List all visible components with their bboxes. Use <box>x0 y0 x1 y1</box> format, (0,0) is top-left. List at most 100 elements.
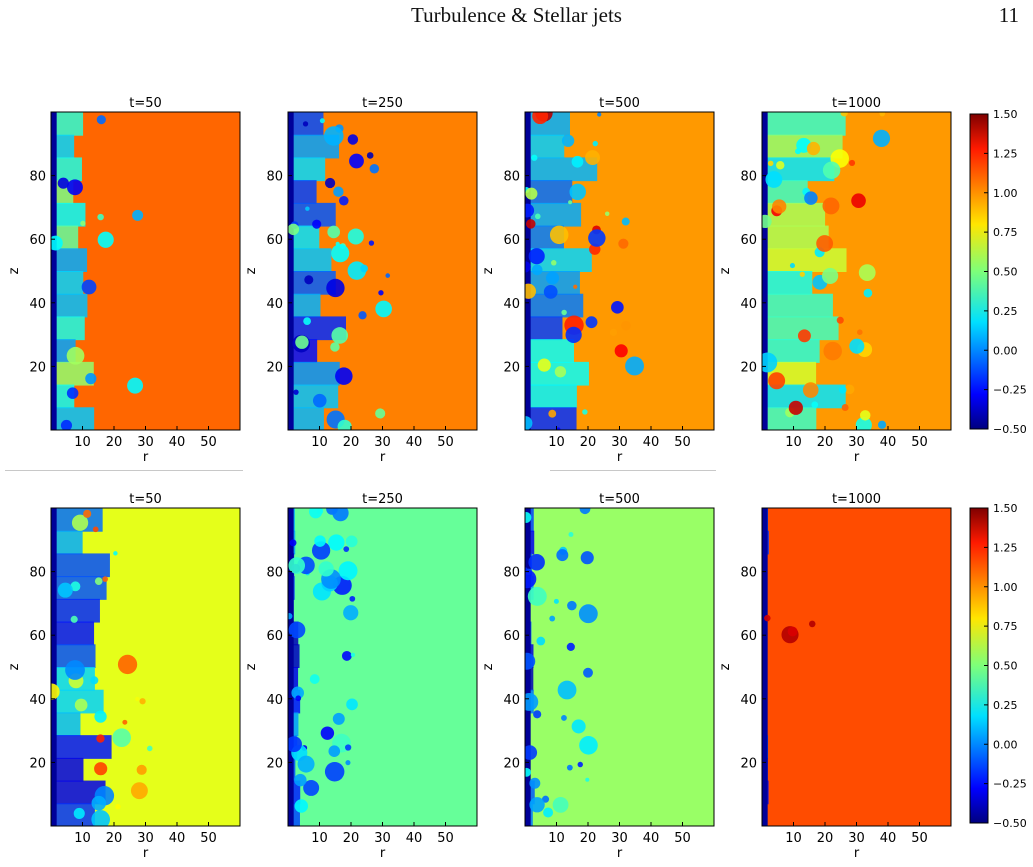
y-tick-label: 20 <box>29 360 46 375</box>
heatmap-field <box>525 508 714 826</box>
colorbar-tick-label: 1.00 <box>993 187 1018 200</box>
x-axis-label: r <box>143 450 149 465</box>
eddy <box>291 686 305 700</box>
x-tick-label: 40 <box>643 831 660 846</box>
y-axis-label: z <box>244 267 259 274</box>
field-band <box>51 316 85 341</box>
x-tick-label: 50 <box>437 435 454 450</box>
eddy <box>60 419 73 430</box>
eddy <box>349 153 364 169</box>
x-axis-label: r <box>854 450 860 465</box>
heatmap-field <box>762 508 951 826</box>
eddy <box>91 795 107 811</box>
eddy <box>323 126 344 146</box>
field-band <box>51 361 94 386</box>
axis-jet-column <box>762 112 768 430</box>
page-number: 11 <box>998 3 1019 27</box>
eddy <box>525 569 537 589</box>
eddy <box>585 316 598 329</box>
y-axis-label: z <box>481 267 496 274</box>
y-tick-label: 80 <box>29 170 46 185</box>
field-band <box>288 248 332 272</box>
eddy <box>816 235 834 252</box>
eddy <box>788 400 803 415</box>
eddy <box>872 129 891 147</box>
x-tick-label: 30 <box>137 831 154 846</box>
x-tick-label: 40 <box>643 435 660 450</box>
heatmap-panel: t=250 10 20 30 40 50 20 40 60 80 r z <box>244 492 478 861</box>
eddy <box>97 213 104 221</box>
eddy <box>525 652 536 670</box>
eddy <box>97 231 114 248</box>
eddy <box>115 803 121 810</box>
eddy <box>578 604 598 624</box>
eddy <box>66 346 85 365</box>
eddy <box>836 316 844 324</box>
panel-title: t=1000 <box>832 492 881 507</box>
eddy <box>309 674 320 684</box>
eddy <box>804 191 818 205</box>
eddy <box>776 161 785 170</box>
eddy <box>561 134 575 147</box>
colorbar-tick-label: 0.00 <box>993 344 1018 357</box>
eddy <box>571 155 584 168</box>
eddy <box>855 416 872 430</box>
eddy <box>117 654 138 675</box>
eddy <box>320 726 335 740</box>
colorbar-tick-label: −0.50 <box>993 817 1027 830</box>
x-axis-label: r <box>617 450 623 465</box>
eddy <box>806 141 821 156</box>
x-tick-label: 30 <box>848 831 865 846</box>
y-axis-label: z <box>7 267 22 274</box>
x-axis-label: r <box>617 846 623 861</box>
x-axis-label: r <box>854 846 860 861</box>
eddy <box>767 160 774 167</box>
eddy <box>879 112 886 117</box>
field-band <box>288 293 321 318</box>
x-tick-label: 40 <box>169 435 186 450</box>
eddy <box>331 244 350 263</box>
colorbar-tick-label: 0.75 <box>993 226 1018 239</box>
eddy <box>614 344 628 358</box>
y-tick-label: 80 <box>29 566 46 581</box>
eddy <box>569 183 586 201</box>
eddy <box>312 219 322 229</box>
field-band <box>51 735 112 759</box>
eddy <box>533 710 542 719</box>
eddy <box>314 535 326 547</box>
eddy <box>70 615 78 623</box>
heatmap-field <box>525 112 714 430</box>
eddy <box>385 273 391 278</box>
eddy <box>762 352 778 373</box>
field-background <box>288 508 477 826</box>
field-band <box>51 202 86 227</box>
y-tick-label: 40 <box>266 693 283 708</box>
eddy <box>566 764 573 771</box>
eddy <box>549 225 569 245</box>
colorbar-tick-label: −0.50 <box>993 423 1027 436</box>
eddy <box>288 557 306 574</box>
y-tick-label: 60 <box>266 233 283 248</box>
y-tick-label: 80 <box>503 170 520 185</box>
y-tick-label: 60 <box>266 629 283 644</box>
eddy <box>571 719 586 734</box>
eddy <box>83 509 92 518</box>
eddy <box>288 621 306 639</box>
x-tick-label: 30 <box>848 435 865 450</box>
eddy <box>526 219 536 229</box>
x-tick-label: 40 <box>406 435 423 450</box>
y-tick-label: 40 <box>29 297 46 312</box>
eddy <box>525 187 538 200</box>
eddy <box>857 329 863 335</box>
eddy <box>288 736 302 753</box>
eddy <box>139 698 146 705</box>
x-tick-label: 10 <box>548 831 565 846</box>
eddy <box>94 710 107 723</box>
eddy <box>147 745 153 752</box>
eddy <box>532 112 549 125</box>
field-band <box>762 316 839 341</box>
eddy <box>531 264 543 276</box>
field-band <box>51 530 83 555</box>
y-tick-label: 80 <box>266 566 283 581</box>
eddy <box>71 514 89 531</box>
